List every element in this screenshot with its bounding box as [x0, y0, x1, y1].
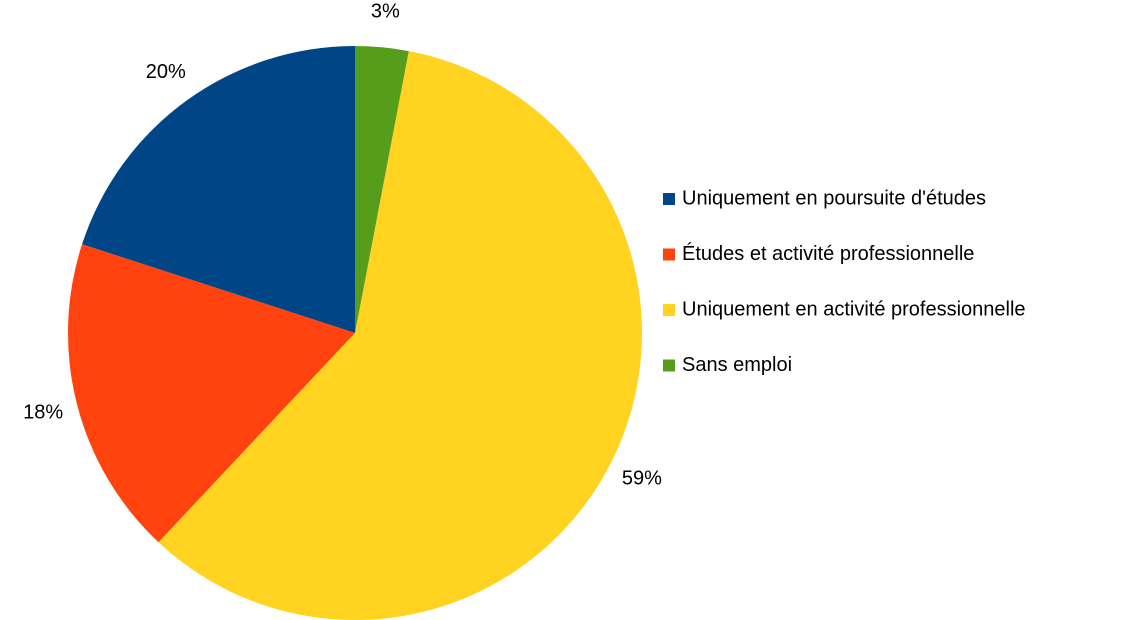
data-label: 59%: [622, 467, 662, 489]
legend-label: Sans emploi: [682, 354, 792, 376]
legend-swatch: [663, 359, 675, 372]
pie-slice: [67, 244, 355, 543]
legend-swatch: [663, 193, 675, 205]
legend-swatch: [663, 304, 675, 316]
legend-swatch: [663, 248, 675, 261]
pie-slice: [82, 46, 355, 333]
data-label: 20%: [146, 61, 186, 83]
legend-label: Uniquement en poursuite d'études: [682, 187, 986, 209]
pie-slice: [158, 51, 642, 620]
data-label: 18%: [23, 401, 63, 423]
legend-label: Uniquement en activité professionnelle: [682, 298, 1026, 320]
pie-slice: [355, 46, 409, 333]
legend-label: Études et activité professionnelle: [682, 242, 974, 265]
data-label: 3%: [371, 1, 400, 23]
